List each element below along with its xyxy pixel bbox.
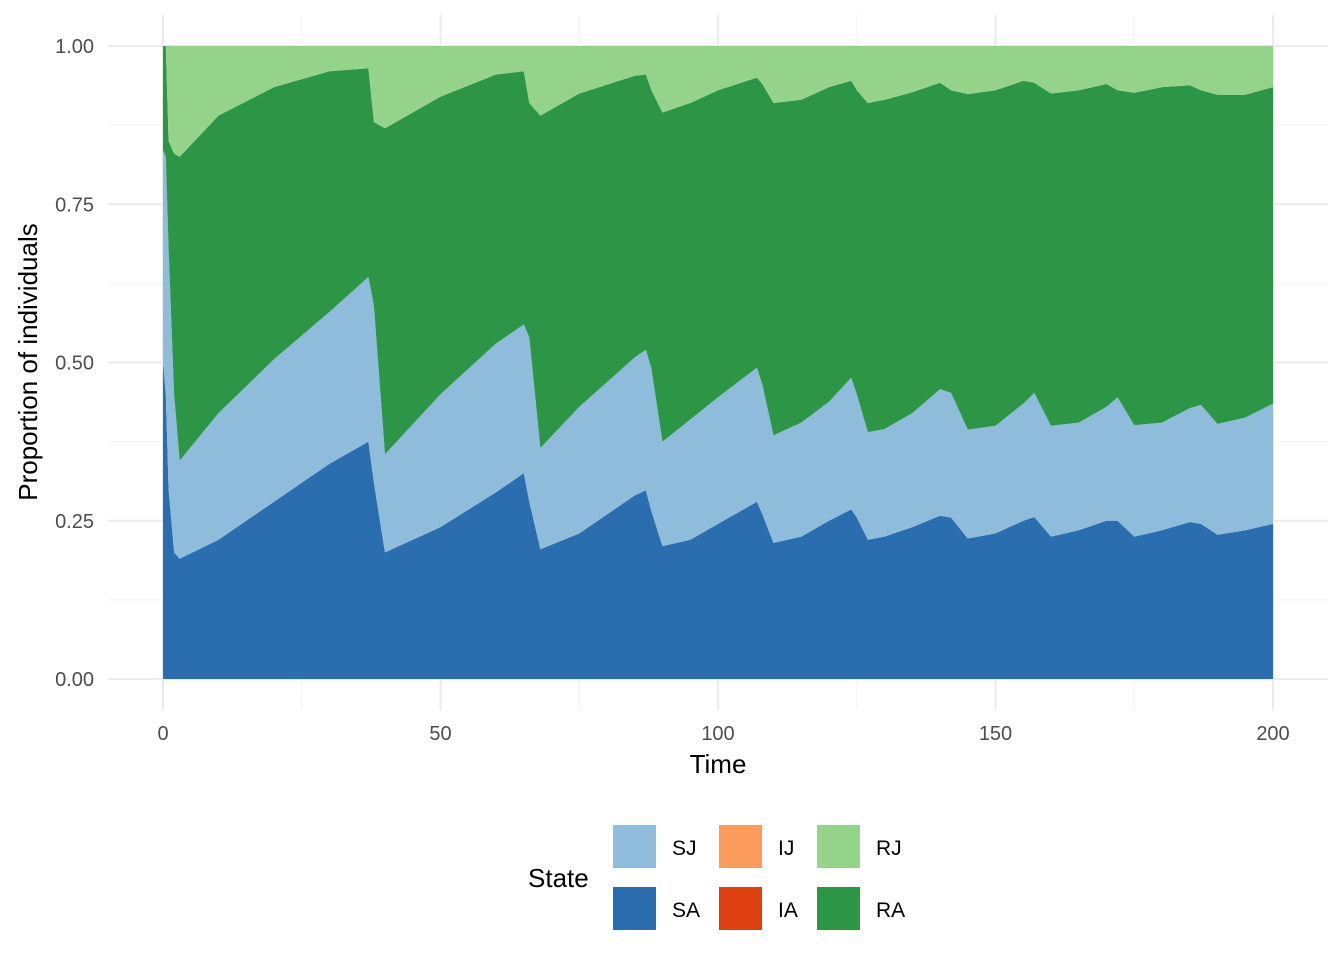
legend-swatch-ij [719,825,762,868]
legend-swatch-sa [613,887,656,930]
legend-swatch-rj [817,825,860,868]
legend-label-ra: RA [876,899,905,922]
legend-items: SJ IJ RJ SA IA RA [613,825,905,930]
axis-tick-labels: 0 50 100 150 200 0.00 0.25 0.50 0.75 1.00 [55,36,1290,745]
y-axis-title: Proportion of individuals [13,223,43,501]
x-tick-label: 0 [157,723,168,745]
legend-label-rj: RJ [876,837,902,860]
y-tick-label: 0.75 [55,194,94,216]
legend-swatch-ra [817,887,860,930]
area-ra [163,46,1273,461]
legend-label-sa: SA [672,899,700,922]
x-axis-title: Time [690,749,747,779]
area-series-layer [163,46,1273,679]
y-tick-label: 0.25 [55,511,94,533]
legend-swatch-ia [719,887,762,930]
legend-label-ia: IA [778,899,798,922]
legend-swatch-sj [613,825,656,868]
area-sj [163,150,1273,559]
x-tick-label: 200 [1256,723,1289,745]
area-rj [163,46,1273,157]
legend-label-sj: SJ [672,837,697,860]
legend-label-ij: IJ [778,837,794,860]
x-tick-label: 50 [429,723,451,745]
legend: State SJ IJ RJ SA IA RA [528,825,905,930]
x-tick-label: 150 [979,723,1012,745]
y-tick-label: 1.00 [55,36,94,58]
area-sa [163,362,1273,679]
y-tick-label: 0.50 [55,353,94,375]
y-tick-label: 0.00 [55,669,94,691]
x-tick-label: 100 [701,723,734,745]
legend-title: State [528,863,589,893]
